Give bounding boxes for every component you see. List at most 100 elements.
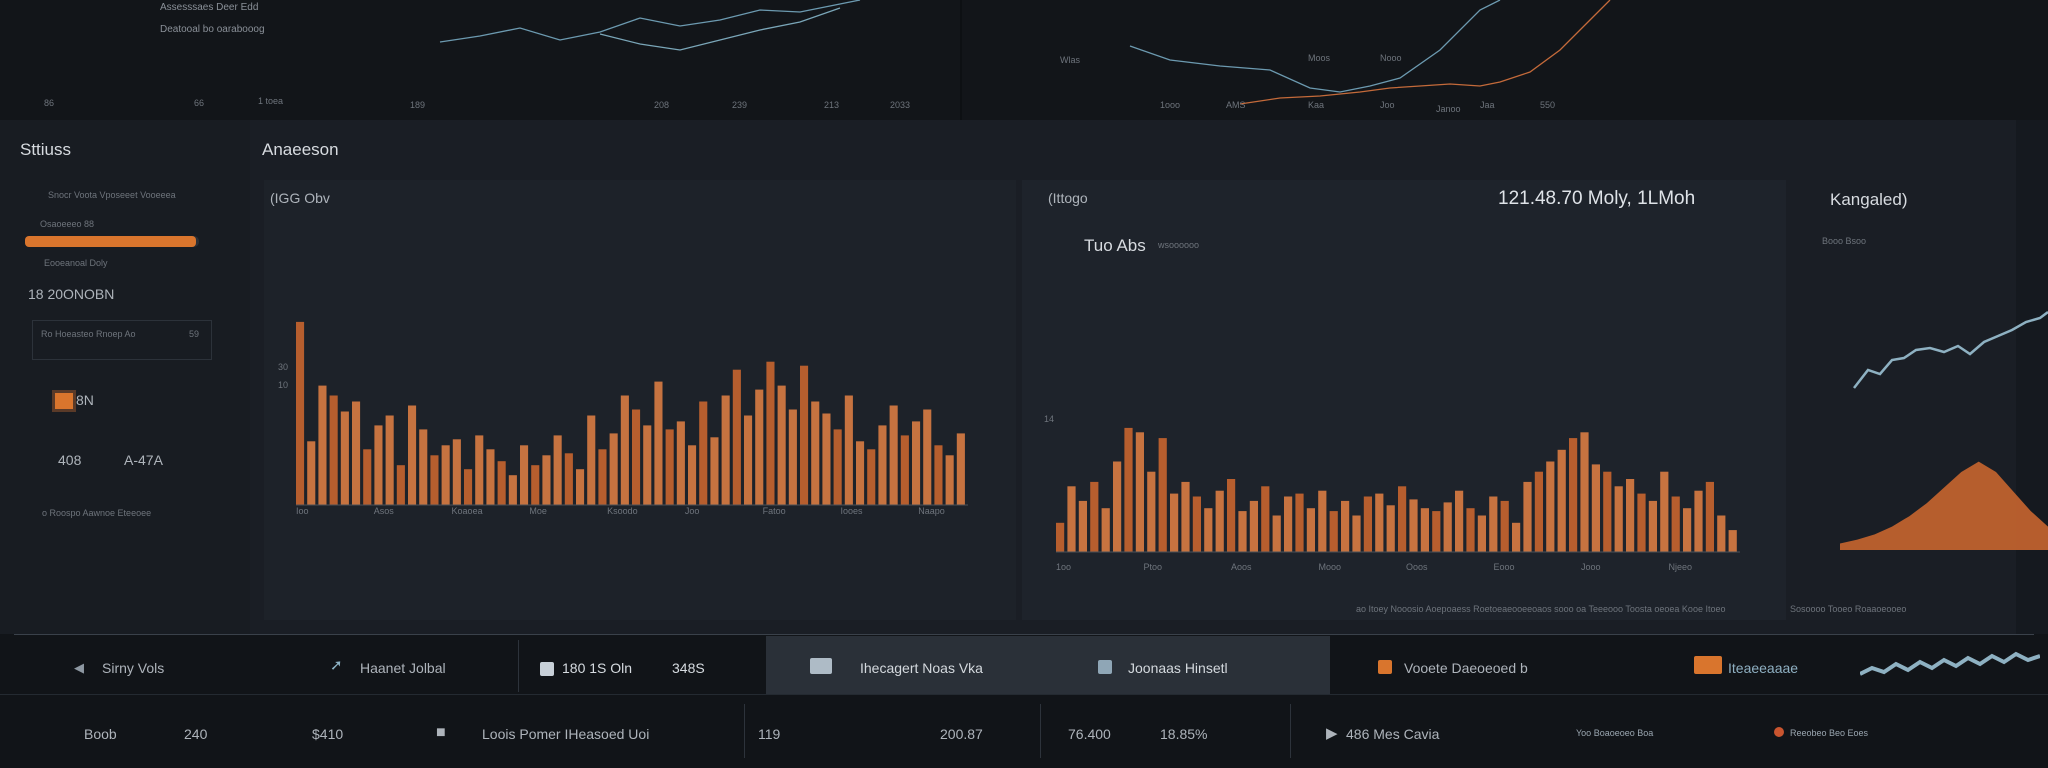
- sidebar-value-b: A-47A: [124, 452, 163, 468]
- center-bar-23: [553, 435, 562, 505]
- sidebar-footer: o Roospo Aawnoe Eteeoee: [42, 508, 152, 518]
- right-bar-50: [1626, 479, 1635, 552]
- center-bar-2: [318, 385, 327, 505]
- right-bar-54: [1671, 496, 1680, 552]
- right-bar-46: [1580, 432, 1589, 552]
- right-bar-20: [1284, 496, 1293, 552]
- tab-sirny-vols[interactable]: ◀ Sirny Vols: [0, 636, 290, 694]
- top-legend-b: Deatooal bo oarabooog: [160, 24, 265, 35]
- tab-value-3: 348S: [672, 660, 705, 676]
- sidebar-progress-label: Osaoeeeo 88: [40, 219, 95, 229]
- sidebar-subrow: Ro Hoeasteo Rnoep Ao: [41, 329, 136, 339]
- far-right-title: Kangaled): [1830, 190, 1908, 209]
- tab-iteaeeaaae[interactable]: Iteaeeaaae: [1680, 636, 2040, 694]
- center-bar-43: [777, 385, 786, 505]
- center-bar-5: [352, 401, 361, 505]
- right-bar-0: [1056, 522, 1065, 552]
- bottom-cell-4[interactable]: Loois Pomer IHeasoed Uoi: [482, 726, 650, 742]
- center-xtick-0: Ioo: [296, 506, 309, 516]
- right-bar-30: [1398, 486, 1407, 552]
- center-bar-47: [822, 413, 831, 505]
- bottom-cell-1: Boob: [84, 726, 117, 742]
- sidebar: [0, 120, 250, 634]
- right-headline: 121.48.70 Moly, 1LMoh: [1498, 188, 1696, 209]
- top-tick-5: 208: [654, 100, 670, 110]
- right-bar-25: [1341, 500, 1350, 552]
- center-bar-9: [396, 465, 405, 505]
- center-xtick-4: Ksoodo: [607, 506, 638, 516]
- right-xtick-1: Ptoo: [1143, 562, 1163, 572]
- top-chart-band: [0, 0, 2048, 120]
- top-rtick-2: AMS: [1226, 100, 1246, 110]
- center-bar-57: [934, 445, 943, 505]
- top-tick-1: 86: [44, 98, 55, 108]
- center-bar-11: [419, 429, 428, 505]
- bottom-cell-6: 200.87: [940, 726, 983, 742]
- right-subtitle: Tuo Abs: [1084, 236, 1146, 255]
- center-bar-17: [486, 449, 495, 505]
- top-legend-c: Moos: [1308, 53, 1331, 63]
- mini-sparkline: [1860, 651, 2040, 676]
- sidebar-value-a: 408: [58, 452, 82, 468]
- center-bar-3: [329, 395, 338, 505]
- sidebar-progress-track: [25, 236, 199, 247]
- top-rtick-3: Kaa: [1308, 100, 1325, 110]
- top-divider: [960, 0, 962, 120]
- tab-separator: [518, 640, 519, 692]
- far-right-footer: Sosoooo Tooeo Roaaoeooeo: [1790, 604, 1907, 614]
- sidebar-subrow-box[interactable]: Ro Hoeasteo Rnoep Ao 59: [32, 320, 212, 360]
- center-xtick-3: Moe: [529, 506, 547, 516]
- center-bar-48: [833, 429, 842, 505]
- center-bar-52: [878, 425, 887, 505]
- center-bar-56: [923, 409, 932, 505]
- sidebar-item-1[interactable]: Snocr Voota Vposeeet Vooeeea: [48, 190, 176, 200]
- center-ytick-a: 30: [278, 362, 289, 372]
- center-chart-label: (IGG Obv: [270, 190, 330, 206]
- top-rtick-7: 550: [1540, 100, 1556, 110]
- bottom-cell-7: 76.400: [1068, 726, 1111, 742]
- right-bar-56: [1694, 490, 1703, 552]
- orange-badge-icon: [52, 390, 76, 412]
- top-legend-d: Nooo: [1380, 53, 1402, 63]
- right-bar-32: [1420, 508, 1429, 552]
- sidebar-item-2[interactable]: Eooeanoal Doly: [44, 258, 108, 268]
- center-bar-16: [475, 435, 484, 505]
- bottom-cell-3: $410: [312, 726, 344, 742]
- tab-label-1: Sirny Vols: [102, 660, 165, 676]
- right-xtick-2: Aoos: [1231, 562, 1252, 572]
- sidebar-progress-fill: [25, 236, 196, 247]
- right-bar-7: [1135, 432, 1144, 552]
- center-xtick-5: Joo: [684, 506, 700, 516]
- top-tick-3: 1 toea: [258, 96, 284, 106]
- tab-vooete[interactable]: Vooete Daeoeoed b: [1332, 636, 1652, 694]
- center-bar-31: [643, 425, 652, 505]
- top-legend-a: Assesssaes Deer Edd: [160, 2, 259, 13]
- center-bar-21: [531, 465, 540, 505]
- right-xtick-6: Jooo: [1581, 562, 1601, 572]
- right-xtick-5: Eooo: [1493, 562, 1515, 572]
- tab-haanet-jolbal[interactable]: ➚ Haanet Jolbal: [290, 636, 518, 694]
- right-xtick-3: Mooo: [1318, 562, 1342, 572]
- center-bar-32: [654, 381, 663, 505]
- tab-180[interactable]: 180 1S Oln 348S: [520, 636, 766, 694]
- right-bar-18: [1261, 486, 1270, 552]
- tab-ihecagert[interactable]: Ihecagert Noas Vka Joonaas Hinsetl: [766, 636, 1330, 694]
- center-bar-12: [430, 455, 439, 506]
- top-tick-7: 213: [824, 100, 840, 110]
- bottom-cell-11: Reeobeo Beo Eoes: [1790, 728, 1869, 738]
- right-bar-55: [1683, 508, 1692, 552]
- right-bar-52: [1648, 500, 1657, 552]
- right-bar-2: [1078, 500, 1087, 552]
- center-bar-49: [844, 395, 853, 505]
- right-bar-16: [1238, 511, 1247, 552]
- center-bar-14: [452, 439, 461, 505]
- center-bar-42: [766, 361, 775, 505]
- right-bar-43: [1546, 461, 1555, 552]
- center-xtick-1: Asos: [373, 506, 394, 516]
- right-xtick-4: Ooos: [1406, 562, 1428, 572]
- tab-label-7: Iteaeeaaae: [1728, 660, 1799, 676]
- right-bar-40: [1512, 522, 1521, 552]
- sidebar-title: Sttiuss: [20, 140, 72, 159]
- center-bar-1: [307, 441, 316, 505]
- bottom-cell-9[interactable]: 486 Mes Cavia: [1346, 726, 1440, 742]
